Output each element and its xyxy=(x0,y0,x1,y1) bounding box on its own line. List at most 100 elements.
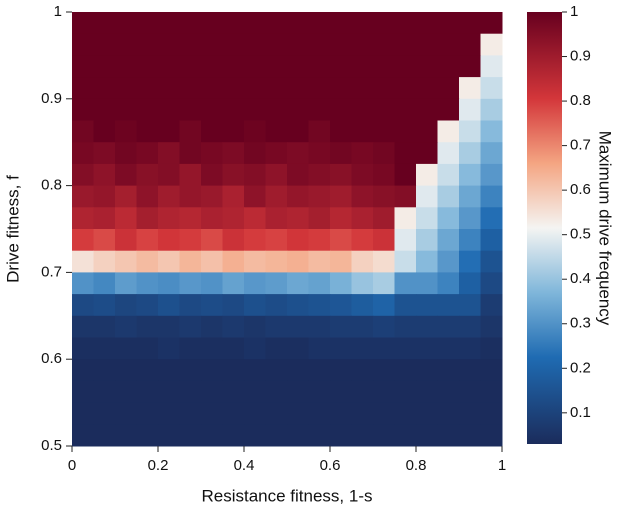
heat-cell xyxy=(93,12,116,35)
heat-cell xyxy=(179,250,202,273)
heat-cell xyxy=(373,55,395,78)
heat-cell xyxy=(136,55,159,78)
colorbar-tick-label: 1 xyxy=(570,3,578,20)
heat-cell xyxy=(93,315,116,338)
heat-cell xyxy=(437,207,460,230)
heat-cell xyxy=(459,250,481,273)
heat-cell xyxy=(201,33,223,56)
heat-cell xyxy=(244,207,266,230)
heat-cell xyxy=(330,55,352,78)
heat-cell xyxy=(244,185,266,208)
heat-cell xyxy=(115,402,137,425)
heat-cell xyxy=(480,272,503,295)
heat-cell xyxy=(416,250,438,273)
heat-cell xyxy=(244,33,266,56)
heat-cell xyxy=(308,55,331,78)
heat-cell xyxy=(93,207,116,230)
heat-cell xyxy=(287,315,309,338)
heat-cell xyxy=(201,55,223,78)
heat-cell xyxy=(287,207,309,230)
heat-cell xyxy=(265,55,288,78)
heat-cell xyxy=(287,272,309,295)
heat-cell xyxy=(93,120,116,143)
heat-cell xyxy=(437,272,460,295)
heat-cell xyxy=(93,424,116,447)
heat-cell xyxy=(416,77,438,100)
heat-cell xyxy=(330,272,352,295)
heat-cell xyxy=(351,163,374,187)
heat-cell xyxy=(308,207,331,230)
heat-cell xyxy=(480,55,503,78)
heat-cell xyxy=(115,424,137,447)
heat-cell xyxy=(373,77,395,100)
heat-cell xyxy=(480,315,503,338)
heat-cell xyxy=(93,98,116,121)
heat-cell xyxy=(179,33,202,56)
heat-cell xyxy=(373,142,395,165)
heat-cell xyxy=(394,142,417,165)
heat-cell xyxy=(459,207,481,230)
heat-cell xyxy=(93,163,116,187)
heat-cell xyxy=(222,380,245,404)
heat-cell xyxy=(179,185,202,208)
heat-cell xyxy=(437,33,460,56)
heat-cell xyxy=(179,315,202,338)
colorbar-tick-label: 0.5 xyxy=(570,226,591,243)
heat-cell xyxy=(136,163,159,187)
heat-cell xyxy=(115,207,137,230)
heat-cell xyxy=(394,294,417,317)
heat-cell xyxy=(459,142,481,165)
x-axis-label: Resistance fitness, 1-s xyxy=(201,486,372,505)
heat-cell xyxy=(244,12,266,35)
x-tick-label: 0 xyxy=(68,457,76,474)
y-axis-label: Drive fitness, f xyxy=(3,175,22,283)
heat-cell xyxy=(93,33,116,56)
heat-cell xyxy=(351,120,374,143)
heat-cell xyxy=(72,380,94,404)
heat-cell xyxy=(136,77,159,100)
heat-cell xyxy=(222,33,245,56)
colorbar-tick-label: 0.1 xyxy=(570,404,591,421)
heat-cell xyxy=(136,337,159,360)
heat-cell xyxy=(459,359,481,382)
heat-cell xyxy=(351,142,374,165)
heat-cell xyxy=(330,142,352,165)
heat-cell xyxy=(308,272,331,295)
heat-cell xyxy=(351,229,374,252)
heat-cell xyxy=(72,98,94,121)
heat-cell xyxy=(437,359,460,382)
heat-cell xyxy=(72,229,94,252)
y-tick-label: 0.9 xyxy=(41,90,62,107)
heat-cell xyxy=(459,229,481,252)
heat-cell xyxy=(373,185,395,208)
heat-cell xyxy=(179,402,202,425)
heat-cell xyxy=(459,294,481,317)
heat-cell xyxy=(72,185,94,208)
heat-cell xyxy=(351,294,374,317)
heat-cell xyxy=(330,424,352,447)
heat-cell xyxy=(265,229,288,252)
heat-cell xyxy=(265,120,288,143)
heat-cell xyxy=(244,359,266,382)
heat-cell xyxy=(394,120,417,143)
heat-cell xyxy=(351,250,374,273)
heat-cell xyxy=(201,294,223,317)
x-tick-label: 0.4 xyxy=(234,457,255,474)
heat-cell xyxy=(265,98,288,121)
heat-cell xyxy=(179,272,202,295)
heat-cell xyxy=(72,12,94,35)
heat-cell xyxy=(136,98,159,121)
heat-cell xyxy=(308,185,331,208)
heat-cell xyxy=(179,380,202,404)
heat-cell xyxy=(330,250,352,273)
heat-cell xyxy=(201,98,223,121)
heat-cell xyxy=(416,163,438,187)
heat-cell xyxy=(373,424,395,447)
heat-cell xyxy=(72,250,94,273)
heat-cell xyxy=(480,77,503,100)
heat-cell xyxy=(72,424,94,447)
heat-cell xyxy=(244,315,266,338)
heat-cell xyxy=(244,163,266,187)
colorbar-label: Maximum drive frequency xyxy=(596,131,615,326)
